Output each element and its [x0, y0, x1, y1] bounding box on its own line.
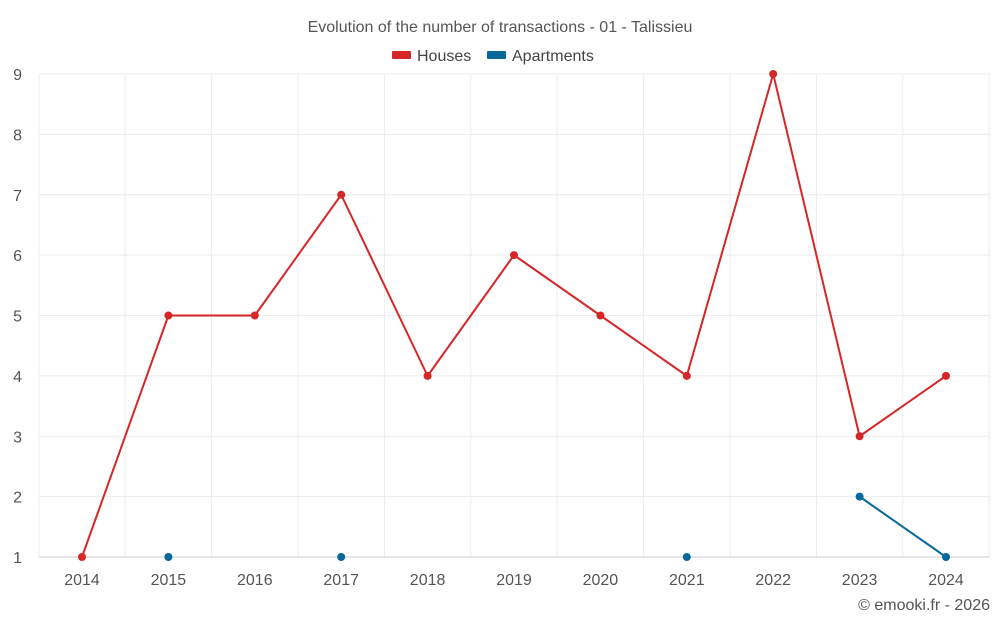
x-tick-label: 2017	[323, 572, 359, 589]
x-tick-label: 2015	[151, 572, 187, 589]
apartments-point	[682, 553, 691, 561]
apartments-point	[942, 553, 950, 561]
y-tick-label: 2	[13, 490, 22, 507]
houses-point	[682, 371, 691, 380]
axes: 1 2 3 4 5 6 7 8 9 2014 2015 2016 2017 2018 2019 2020 202…	[13, 67, 990, 589]
series-apartments	[164, 492, 950, 561]
y-tick-label: 3	[13, 429, 22, 446]
houses-point	[769, 70, 778, 78]
houses-line-segment	[685, 73, 775, 377]
y-tick-label: 9	[13, 67, 22, 84]
houses-point	[510, 251, 518, 260]
houses-point	[855, 432, 864, 441]
houses-line-segment	[253, 194, 343, 317]
x-tick-label: 2018	[410, 572, 446, 589]
houses-point	[250, 311, 259, 320]
houses-line-segment	[513, 254, 601, 317]
legend: Houses Apartments	[392, 48, 594, 65]
series-houses	[78, 70, 950, 561]
x-tick-label: 2024	[928, 572, 964, 589]
houses-point	[596, 311, 605, 320]
y-tick-label: 8	[13, 127, 22, 144]
legend-label-apartments: Apartments	[512, 48, 594, 65]
legend-swatch-houses	[392, 51, 411, 59]
legend-swatch-apartments	[487, 51, 506, 59]
y-tick-label: 7	[13, 188, 22, 205]
houses-line-segment	[772, 73, 861, 437]
houses-point	[423, 371, 432, 380]
y-tick-label: 5	[13, 309, 22, 326]
series	[78, 70, 950, 561]
houses-line-segment	[426, 254, 515, 377]
y-tick-label: 6	[13, 248, 22, 265]
x-tick-label: 2014	[64, 572, 100, 589]
houses-line-segment	[859, 375, 947, 438]
houses-line-segment	[340, 194, 429, 377]
apartments-point	[337, 553, 346, 561]
copyright-credit: © emooki.fr - 2026	[858, 597, 990, 614]
apartments-point	[164, 553, 173, 561]
houses-line-segment	[599, 314, 688, 377]
x-tick-label: 2020	[583, 572, 619, 589]
y-tick-label: 1	[13, 550, 22, 567]
legend-label-houses: Houses	[417, 48, 471, 65]
x-tick-label: 2019	[496, 572, 532, 589]
apartments-line-segment	[859, 495, 947, 558]
houses-point	[942, 371, 950, 380]
apartments-point	[855, 492, 864, 501]
houses-point	[78, 553, 86, 561]
y-tick-label: 4	[13, 369, 22, 386]
x-tick-label: 2023	[842, 572, 878, 589]
chart-title: Evolution of the number of transactions …	[308, 19, 693, 36]
houses-point	[164, 311, 173, 320]
x-tick-label: 2022	[755, 572, 791, 589]
x-tick-label: 2021	[669, 572, 705, 589]
houses-point	[337, 190, 346, 199]
houses-line-segment	[81, 315, 170, 558]
x-tick-label: 2016	[237, 572, 273, 589]
